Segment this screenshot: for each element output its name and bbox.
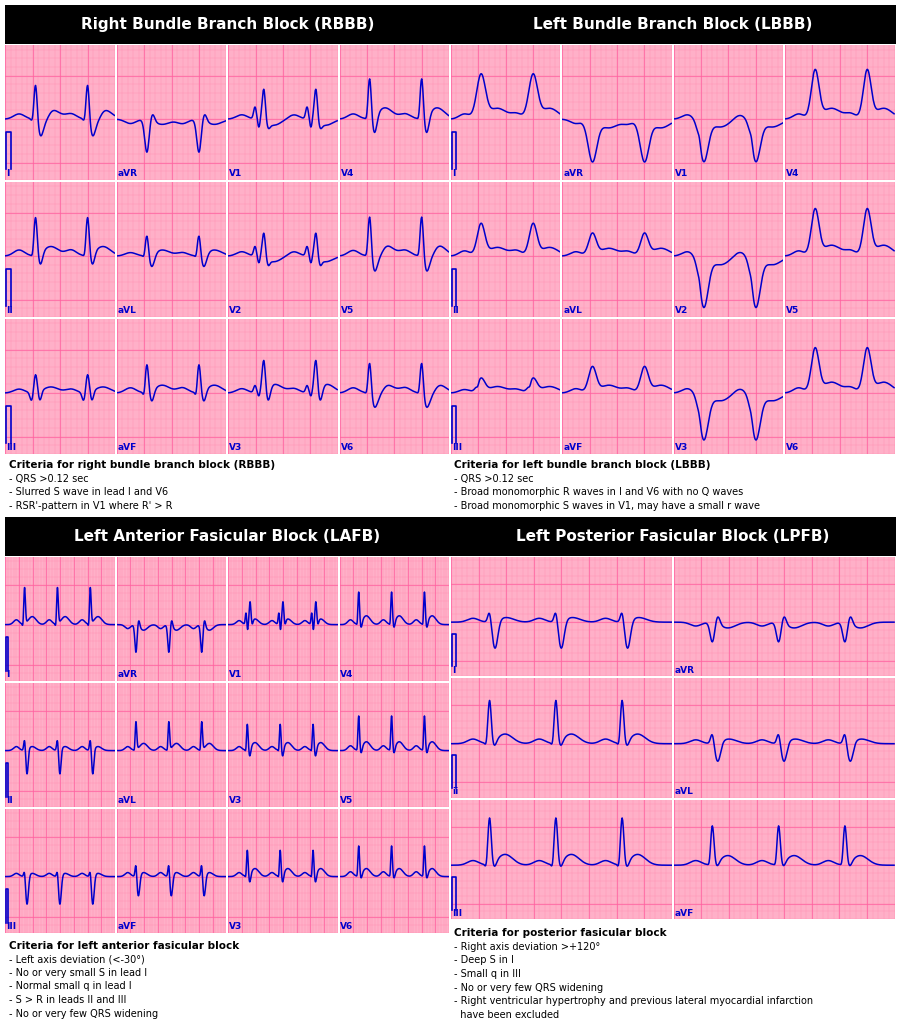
- Text: V4: V4: [786, 169, 799, 179]
- Text: - Deep S in I: - Deep S in I: [454, 955, 514, 965]
- Text: - Right ventricular hypertrophy and previous lateral myocardial infarction: - Right ventricular hypertrophy and prev…: [454, 996, 814, 1006]
- Text: aVL: aVL: [675, 787, 694, 796]
- Text: Criteria for right bundle branch block (RBBB): Criteria for right bundle branch block (…: [9, 460, 275, 470]
- Text: - No or very few QRS widening: - No or very few QRS widening: [454, 983, 604, 992]
- Text: - Left axis deviation (<-30°): - Left axis deviation (<-30°): [9, 954, 145, 964]
- Text: V3: V3: [229, 796, 242, 805]
- Text: - QRS >0.12 sec: - QRS >0.12 sec: [454, 473, 534, 484]
- Text: V5: V5: [340, 306, 354, 315]
- Text: - Broad monomorphic S waves in V1, may have a small r wave: - Broad monomorphic S waves in V1, may h…: [454, 501, 760, 511]
- Text: V2: V2: [675, 306, 688, 315]
- Text: - Right axis deviation >+120°: - Right axis deviation >+120°: [454, 942, 600, 952]
- Text: Criteria for left anterior fasicular block: Criteria for left anterior fasicular blo…: [9, 941, 239, 951]
- Text: III: III: [6, 922, 16, 930]
- Text: II: II: [6, 796, 13, 805]
- Text: aVR: aVR: [563, 169, 583, 179]
- Text: I: I: [452, 169, 455, 179]
- Text: aVF: aVF: [118, 444, 137, 452]
- Text: aVL: aVL: [563, 306, 582, 315]
- Text: V3: V3: [230, 444, 242, 452]
- Text: aVF: aVF: [117, 922, 137, 930]
- Text: V5: V5: [340, 796, 354, 805]
- Text: - Slurred S wave in lead I and V6: - Slurred S wave in lead I and V6: [9, 487, 168, 497]
- Text: I: I: [452, 665, 455, 675]
- Text: - QRS >0.12 sec: - QRS >0.12 sec: [9, 473, 88, 484]
- Text: V5: V5: [786, 306, 799, 315]
- Text: V3: V3: [229, 922, 242, 930]
- Text: Left Posterior Fasicular Block (LPFB): Left Posterior Fasicular Block (LPFB): [516, 529, 830, 543]
- Text: - Broad monomorphic R waves in I and V6 with no Q waves: - Broad monomorphic R waves in I and V6 …: [454, 487, 743, 497]
- Text: ii: ii: [452, 787, 458, 796]
- Text: V1: V1: [230, 169, 242, 179]
- Text: V6: V6: [786, 444, 799, 452]
- Text: V2: V2: [230, 306, 242, 315]
- Text: V4: V4: [340, 670, 354, 679]
- Text: III: III: [452, 909, 462, 917]
- Text: Criteria for left bundle branch block (LBBB): Criteria for left bundle branch block (L…: [454, 460, 711, 470]
- Text: Criteria for posterior fasicular block: Criteria for posterior fasicular block: [454, 928, 667, 939]
- Text: - RSR'-pattern in V1 where R' > R: - RSR'-pattern in V1 where R' > R: [9, 501, 173, 511]
- Text: II: II: [452, 306, 459, 315]
- Text: - Normal small q in lead I: - Normal small q in lead I: [9, 982, 131, 991]
- Text: aVR: aVR: [675, 665, 695, 675]
- Text: - S > R in leads II and III: - S > R in leads II and III: [9, 995, 126, 1005]
- Text: - No or very few QRS widening: - No or very few QRS widening: [9, 1009, 158, 1019]
- Text: V1: V1: [675, 169, 688, 179]
- Text: Right Bundle Branch Block (RBBB): Right Bundle Branch Block (RBBB): [81, 17, 373, 32]
- Text: aVR: aVR: [117, 670, 138, 679]
- Text: V4: V4: [340, 169, 354, 179]
- Text: - Small q in III: - Small q in III: [454, 969, 521, 979]
- Text: have been excluded: have been excluded: [454, 1010, 560, 1020]
- Text: Left Anterior Fasicular Block (LAFB): Left Anterior Fasicular Block (LAFB): [74, 529, 381, 543]
- Text: V6: V6: [340, 922, 354, 930]
- Text: II: II: [6, 306, 14, 315]
- Text: aVL: aVL: [118, 306, 137, 315]
- Text: V6: V6: [340, 444, 354, 452]
- Text: aVL: aVL: [117, 796, 136, 805]
- Text: aVF: aVF: [675, 909, 694, 917]
- Text: III: III: [452, 444, 462, 452]
- Text: aVF: aVF: [563, 444, 582, 452]
- Text: aVR: aVR: [118, 169, 138, 179]
- Text: I: I: [6, 670, 9, 679]
- Text: I: I: [6, 169, 10, 179]
- Text: III: III: [6, 444, 16, 452]
- Text: Left Bundle Branch Block (LBBB): Left Bundle Branch Block (LBBB): [533, 17, 813, 32]
- Text: - No or very small S in lead I: - No or very small S in lead I: [9, 967, 147, 978]
- Text: V3: V3: [675, 444, 688, 452]
- Text: V1: V1: [229, 670, 242, 679]
